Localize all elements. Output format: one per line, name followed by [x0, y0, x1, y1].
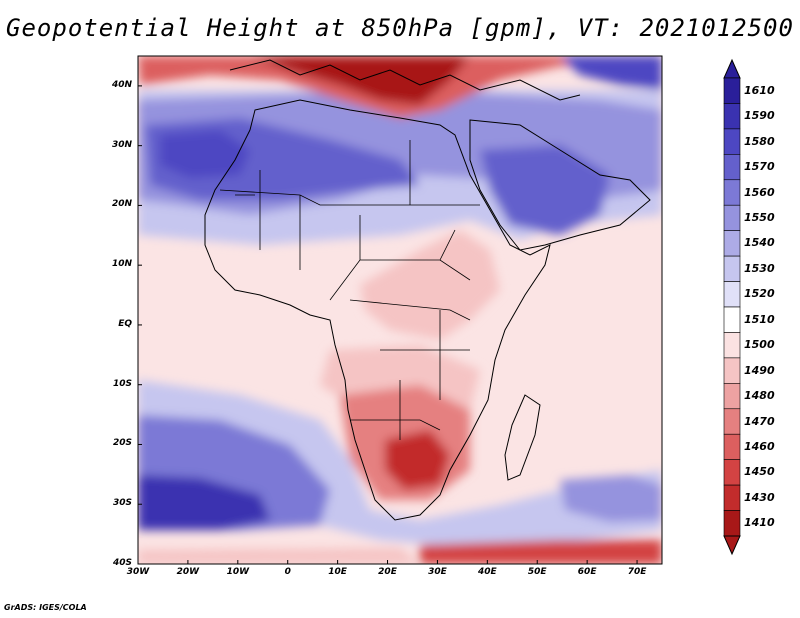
colorbar-swatch: [723, 281, 741, 308]
arabia-coastline: [469, 119, 651, 251]
colorbar-level-label: 1610: [744, 83, 775, 97]
map-title: Geopotential Height at 850hPa [gpm], VT:…: [6, 14, 794, 42]
colorbar-swatch: [723, 459, 741, 486]
colorbar-level-label: 1450: [744, 465, 775, 479]
lat-label: 40N: [111, 79, 132, 90]
lat-label: 20N: [111, 199, 132, 210]
colorbar-level-label: 1460: [744, 439, 775, 453]
colorbar-swatch: [723, 128, 741, 155]
colorbar-top-arrow: [723, 58, 741, 79]
lon-label: 10W: [226, 567, 250, 577]
colorbar-level-label: 1550: [744, 210, 775, 224]
colorbar-level-label: 1470: [744, 414, 775, 428]
coastlines: [204, 59, 651, 521]
lon-label: 40E: [477, 567, 497, 577]
lon-label: 20E: [378, 567, 397, 577]
colorbar-level-label: 1480: [744, 389, 775, 403]
colorbar-swatch: [723, 383, 741, 410]
southern-africa-low-core: [385, 430, 450, 490]
lon-label: 20W: [176, 567, 200, 577]
lat-label: EQ: [118, 318, 132, 329]
colorbar-swatch: [723, 306, 741, 333]
colorbar-level-label: 1540: [744, 236, 775, 250]
colorbar-swatch: [723, 179, 741, 206]
lat-label: 10N: [111, 259, 132, 270]
height-field: [138, 56, 662, 564]
map-frame: [137, 55, 663, 565]
lon-label: 0: [284, 567, 291, 577]
colorbar-swatch: [723, 103, 741, 130]
europe-coastline: [229, 59, 581, 101]
arabia-high: [480, 145, 610, 235]
colorbar-level-label: 1580: [744, 134, 775, 148]
colorbar-swatch: [723, 230, 741, 257]
colorbar-swatch: [723, 255, 741, 282]
lat-label: 40S: [112, 558, 132, 568]
colorbar-level-label: 1510: [744, 312, 775, 326]
lon-label: 30E: [428, 567, 447, 577]
lat-label: 30S: [112, 498, 132, 509]
lat-label: 20S: [112, 438, 132, 449]
border-lines: [219, 140, 480, 440]
colorbar-level-label: 1530: [744, 261, 775, 275]
colorbar-level-label: 1430: [744, 490, 775, 504]
africa-coastline: [204, 99, 551, 521]
colorbar-swatch: [723, 510, 741, 537]
colorbar-level-label: 1500: [744, 338, 775, 352]
sahara-high-core: [160, 130, 250, 178]
southern-ocean-low: [420, 540, 662, 564]
lon-label: 70E: [627, 567, 647, 577]
madagascar: [504, 394, 541, 481]
colorbar-swatch: [723, 433, 741, 460]
southern-ocean-low-west: [138, 548, 420, 564]
colorbar-swatch: [723, 77, 741, 104]
colorbar-level-label: 1490: [744, 363, 775, 377]
colorbar-swatch: [723, 332, 741, 359]
colorbar-level-label: 1410: [744, 516, 775, 530]
colorbar-swatch: [723, 408, 741, 435]
lon-label: 10E: [328, 567, 347, 577]
colorbar-bottom-arrow: [723, 535, 741, 556]
lon-label: 30W: [126, 567, 150, 577]
lat-label: 30N: [111, 139, 132, 150]
grads-credit: GrADS: IGES/COLA: [4, 603, 87, 612]
colorbar-level-label: 1570: [744, 160, 775, 174]
lat-label: 10S: [112, 378, 132, 389]
axis-ticks: [137, 85, 638, 565]
colorbar-level-label: 1520: [744, 287, 775, 301]
south-indian-high: [560, 475, 662, 522]
colorbar-swatch: [723, 204, 741, 231]
lon-label: 60E: [577, 567, 597, 577]
colorbar-level-label: 1560: [744, 185, 775, 199]
colorbar-swatch: [723, 484, 741, 511]
colorbar: [723, 58, 741, 556]
east-africa-low: [360, 230, 500, 340]
colorbar-swatch: [723, 154, 741, 181]
colorbar-level-label: 1590: [744, 109, 775, 123]
northeast-blue: [560, 56, 662, 90]
south-atlantic-high-core: [138, 475, 270, 530]
colorbar-swatch: [723, 357, 741, 384]
lon-label: 50E: [527, 567, 547, 577]
